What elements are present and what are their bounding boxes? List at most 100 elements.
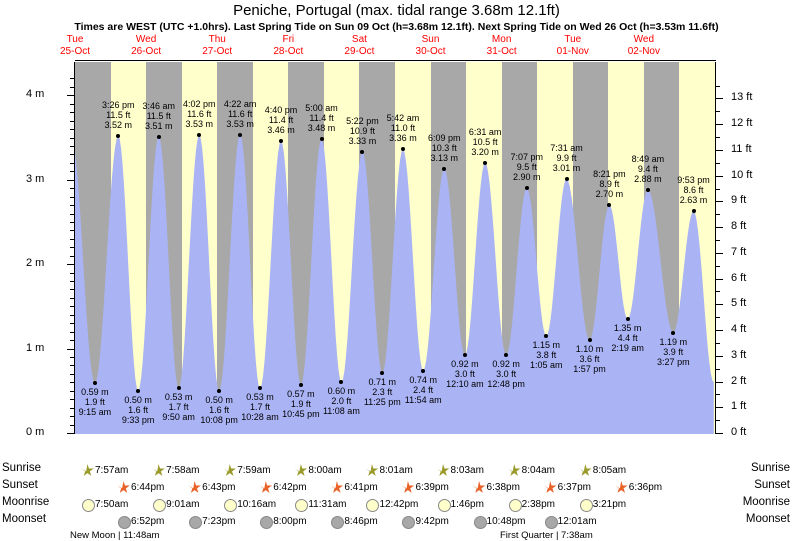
moonrise-icon: [153, 499, 167, 512]
sunrise-icon: [579, 464, 592, 476]
tide-label-low-0: 0.59 m 1.9 ft 9:15 am: [66, 387, 124, 417]
day-header-8: Wed 02-Nov: [604, 34, 684, 58]
moonset-time: 8:00pm: [273, 516, 307, 527]
tide-height-ft: 3.0 ft: [454, 369, 475, 380]
right-tick-minor: [715, 188, 720, 190]
tide-label-low-8: 0.53 m 1.7 ft 10:28 am: [231, 392, 289, 422]
tide-point-high-19: [483, 160, 488, 165]
tide-point-high-15: [400, 147, 405, 152]
tide-height-m: 12:48 pm: [487, 379, 525, 390]
tide-point-low-22: [544, 333, 549, 338]
tide-point-low-0: [92, 381, 97, 386]
day-name: Thu: [208, 34, 226, 45]
tide-height-m: 1:05 am: [529, 359, 563, 370]
tide-height-m: 2.90 m: [513, 172, 541, 183]
left-tick-minor: [70, 137, 75, 139]
right-tick-minor: [715, 162, 720, 164]
left-tick-minor: [70, 314, 75, 316]
right-tick-label-7: 7 ft: [731, 245, 747, 258]
tide-time: 0.74 m: [409, 374, 437, 385]
tide-height-ft: 9.5 ft: [516, 162, 537, 173]
left-tick-minor: [70, 373, 75, 375]
left-tick-minor: [70, 289, 75, 291]
day-header-6: Mon 31-Oct: [462, 34, 542, 58]
sunrise-icon: [365, 464, 379, 476]
right-tick-major-12: [715, 124, 723, 126]
sunset-icon: [259, 481, 272, 493]
moonrise-time: 9:01am: [166, 499, 200, 510]
tide-point-high-1: [116, 133, 121, 138]
tide-time: 4:22 am: [223, 99, 257, 109]
tide-point-low-26: [625, 317, 630, 322]
sunrise-icon: [294, 464, 308, 476]
tide-time: 7:07 pm: [510, 152, 544, 163]
tide-height-ft: 2.3 ft: [372, 387, 393, 398]
tide-time: 0.92 m: [492, 359, 520, 370]
tide-height-m: 3.52 m: [104, 119, 133, 130]
right-tick-label-0: 0 ft: [731, 426, 747, 438]
left-tick-minor: [70, 424, 75, 426]
right-tick-minor: [715, 394, 720, 396]
tide-label-high-19: 6:31 am 10.5 ft 3.20 m: [456, 127, 514, 157]
left-tick-minor: [70, 390, 75, 392]
tide-label-low-12: 0.60 m 2.0 ft 11:08 am: [312, 386, 370, 416]
right-tick-label-6: 6 ft: [731, 271, 747, 284]
tide-label-low-22: 1.15 m 3.8 ft 1:05 am: [517, 340, 575, 370]
right-tick-minor: [715, 420, 720, 422]
tide-height-m: 9:15 am: [78, 407, 112, 418]
day-date: 27-Oct: [202, 46, 233, 57]
tide-point-high-11: [319, 137, 324, 142]
sunset-icon: [401, 481, 415, 493]
right-tick-label-8: 8 ft: [731, 220, 747, 233]
left-tick-minor: [70, 306, 75, 308]
moonset-time: 6:52pm: [131, 516, 165, 527]
left-tick-minor: [70, 213, 75, 215]
tide-time: 8:21 pm: [593, 169, 626, 180]
tide-point-high-27: [645, 187, 650, 192]
right-tick-minor: [715, 342, 720, 344]
tide-label-low-4: 0.53 m 1.7 ft 9:50 am: [150, 392, 208, 422]
tide-height-m: 11:25 pm: [363, 397, 401, 408]
tide-label-high-1: 3:26 pm 11.5 ft 3.52 m: [89, 100, 147, 130]
left-tick-minor: [70, 281, 75, 283]
day-header-1: Wed 26-Oct: [106, 34, 186, 58]
day-name: Tue: [66, 34, 84, 45]
left-tick-minor: [70, 230, 75, 232]
left-tick-minor: [70, 205, 75, 207]
right-tick-major-4: [715, 330, 723, 332]
tide-height-m: 3.01 m: [552, 162, 581, 173]
moonrise-time: 2:38pm: [521, 499, 556, 510]
tide-point-low-12: [339, 380, 344, 385]
tide-height-ft: 10.5 ft: [472, 136, 498, 147]
tide-height-ft: 1.6 ft: [128, 404, 149, 415]
tide-time: 5:42 am: [386, 113, 420, 124]
left-tick-minor: [70, 162, 75, 164]
tide-label-high-15: 5:42 am 11.0 ft 3.36 m: [374, 113, 432, 143]
left-tick-minor: [70, 399, 75, 401]
tide-point-high-23: [564, 176, 569, 181]
day-name: Wed: [135, 34, 157, 45]
tide-time: 0.57 m: [287, 388, 315, 399]
tide-point-low-16: [421, 368, 426, 373]
tide-time: 0.50 m: [205, 394, 233, 405]
left-tick-minor: [70, 357, 75, 359]
moonset-icon: [544, 516, 558, 529]
right-tick-minor: [715, 214, 720, 216]
tide-height-ft: 1.6 ft: [209, 404, 230, 415]
tide-label-high-5: 4:02 pm 11.6 ft 3.53 m: [170, 99, 228, 129]
left-tick-major-3: [67, 179, 75, 181]
tide-height-ft: 3.9 ft: [663, 346, 684, 357]
right-tick-minor: [715, 240, 720, 242]
tide-height-m: 3.46 m: [267, 124, 295, 135]
right-tick-minor: [715, 85, 720, 87]
tide-point-low-28: [671, 330, 676, 335]
tide-height-m: 10:08 pm: [200, 414, 238, 425]
right-tick-label-5: 5 ft: [731, 297, 747, 310]
day-name: Fri: [282, 34, 295, 45]
tide-label-high-25: 8:21 pm 8.9 ft 2.70 m: [580, 169, 638, 199]
moonrise-icon: [437, 499, 451, 512]
left-tick-label-4: 4 m: [26, 88, 45, 101]
moonrise-time: 1:46pm: [450, 499, 484, 510]
right-tick-label-4: 4 ft: [731, 323, 747, 336]
tide-label-low-18: 0.92 m 3.0 ft 12:10 am: [436, 359, 494, 389]
